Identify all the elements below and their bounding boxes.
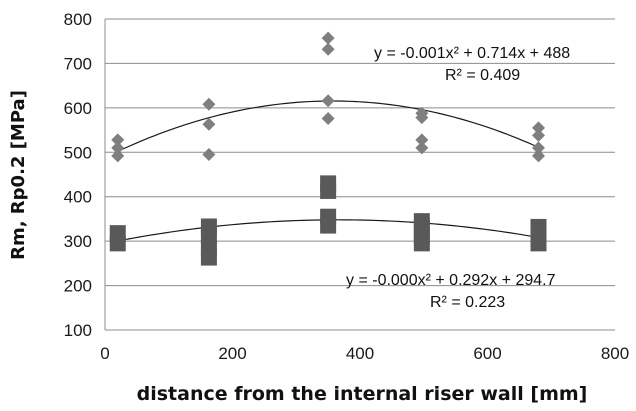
y-tick-label-300: 300 [64, 232, 92, 251]
trendline-1-r-squared: R² = 0.409 [445, 67, 520, 84]
x-tick-label-800: 800 [601, 344, 629, 363]
y-tick-label-100: 100 [64, 321, 92, 340]
series-2-square-point [109, 235, 126, 252]
x-tick-label-0: 0 [100, 344, 109, 363]
gridlines [105, 18, 615, 331]
y-tick-label-700: 700 [64, 54, 92, 73]
series-1-diamond-point [532, 128, 545, 142]
series-1-diamond-point [415, 141, 429, 155]
tick-labels: 100 200 300 400 500 600 700 800 0 200 400 600 800 [64, 10, 630, 363]
series-2-square-point [320, 182, 337, 199]
series-1-diamond-point [202, 117, 216, 131]
trendline-2-r-squared: R² = 0.223 [430, 294, 505, 311]
series-2-square-point [320, 217, 337, 234]
trendline-1-equation: y = -0.001x² + 0.714x + 488 [374, 45, 570, 62]
data-markers [109, 31, 547, 266]
series-1-diamond-point [111, 149, 125, 163]
series-1-diamond-point [415, 111, 429, 125]
x-axis-title: distance from the internal riser wall [m… [137, 383, 588, 405]
series-1-diamond-point [532, 149, 545, 163]
series-1-diamond-point [321, 42, 335, 56]
y-tick-label-800: 800 [64, 10, 92, 29]
trendline-1 [117, 100, 539, 152]
x-tick-label-400: 400 [346, 344, 374, 363]
x-tick-label-200: 200 [218, 344, 246, 363]
x-tick-label-600: 600 [473, 344, 501, 363]
series-1-diamond-point [202, 148, 216, 162]
series-2-square-point [413, 235, 430, 252]
series-1-diamond-point [111, 141, 125, 155]
series-1-diamond-point [321, 112, 335, 126]
trendline-2-equation: y = -0.000x² + 0.292x + 294.7 [346, 272, 556, 289]
series-1-diamond-point [415, 133, 429, 147]
y-axis-title: Rm, Rp0.2 [MPa] [8, 90, 29, 260]
y-tick-label-200: 200 [64, 277, 92, 296]
y-tick-label-600: 600 [64, 99, 92, 118]
axes [104, 19, 615, 331]
series-2-square-point [200, 249, 217, 266]
series-1-diamond-point [532, 121, 545, 135]
series-1-diamond-point [321, 31, 335, 45]
y-tick-label-500: 500 [64, 143, 92, 162]
series-1-diamond-point [532, 141, 545, 155]
series-2-square-point [530, 235, 547, 252]
y-tick-label-400: 400 [64, 188, 92, 207]
series-1-diamond-point [111, 133, 125, 147]
series-1-diamond-point [321, 94, 335, 108]
series-1-diamond-point [202, 97, 216, 111]
